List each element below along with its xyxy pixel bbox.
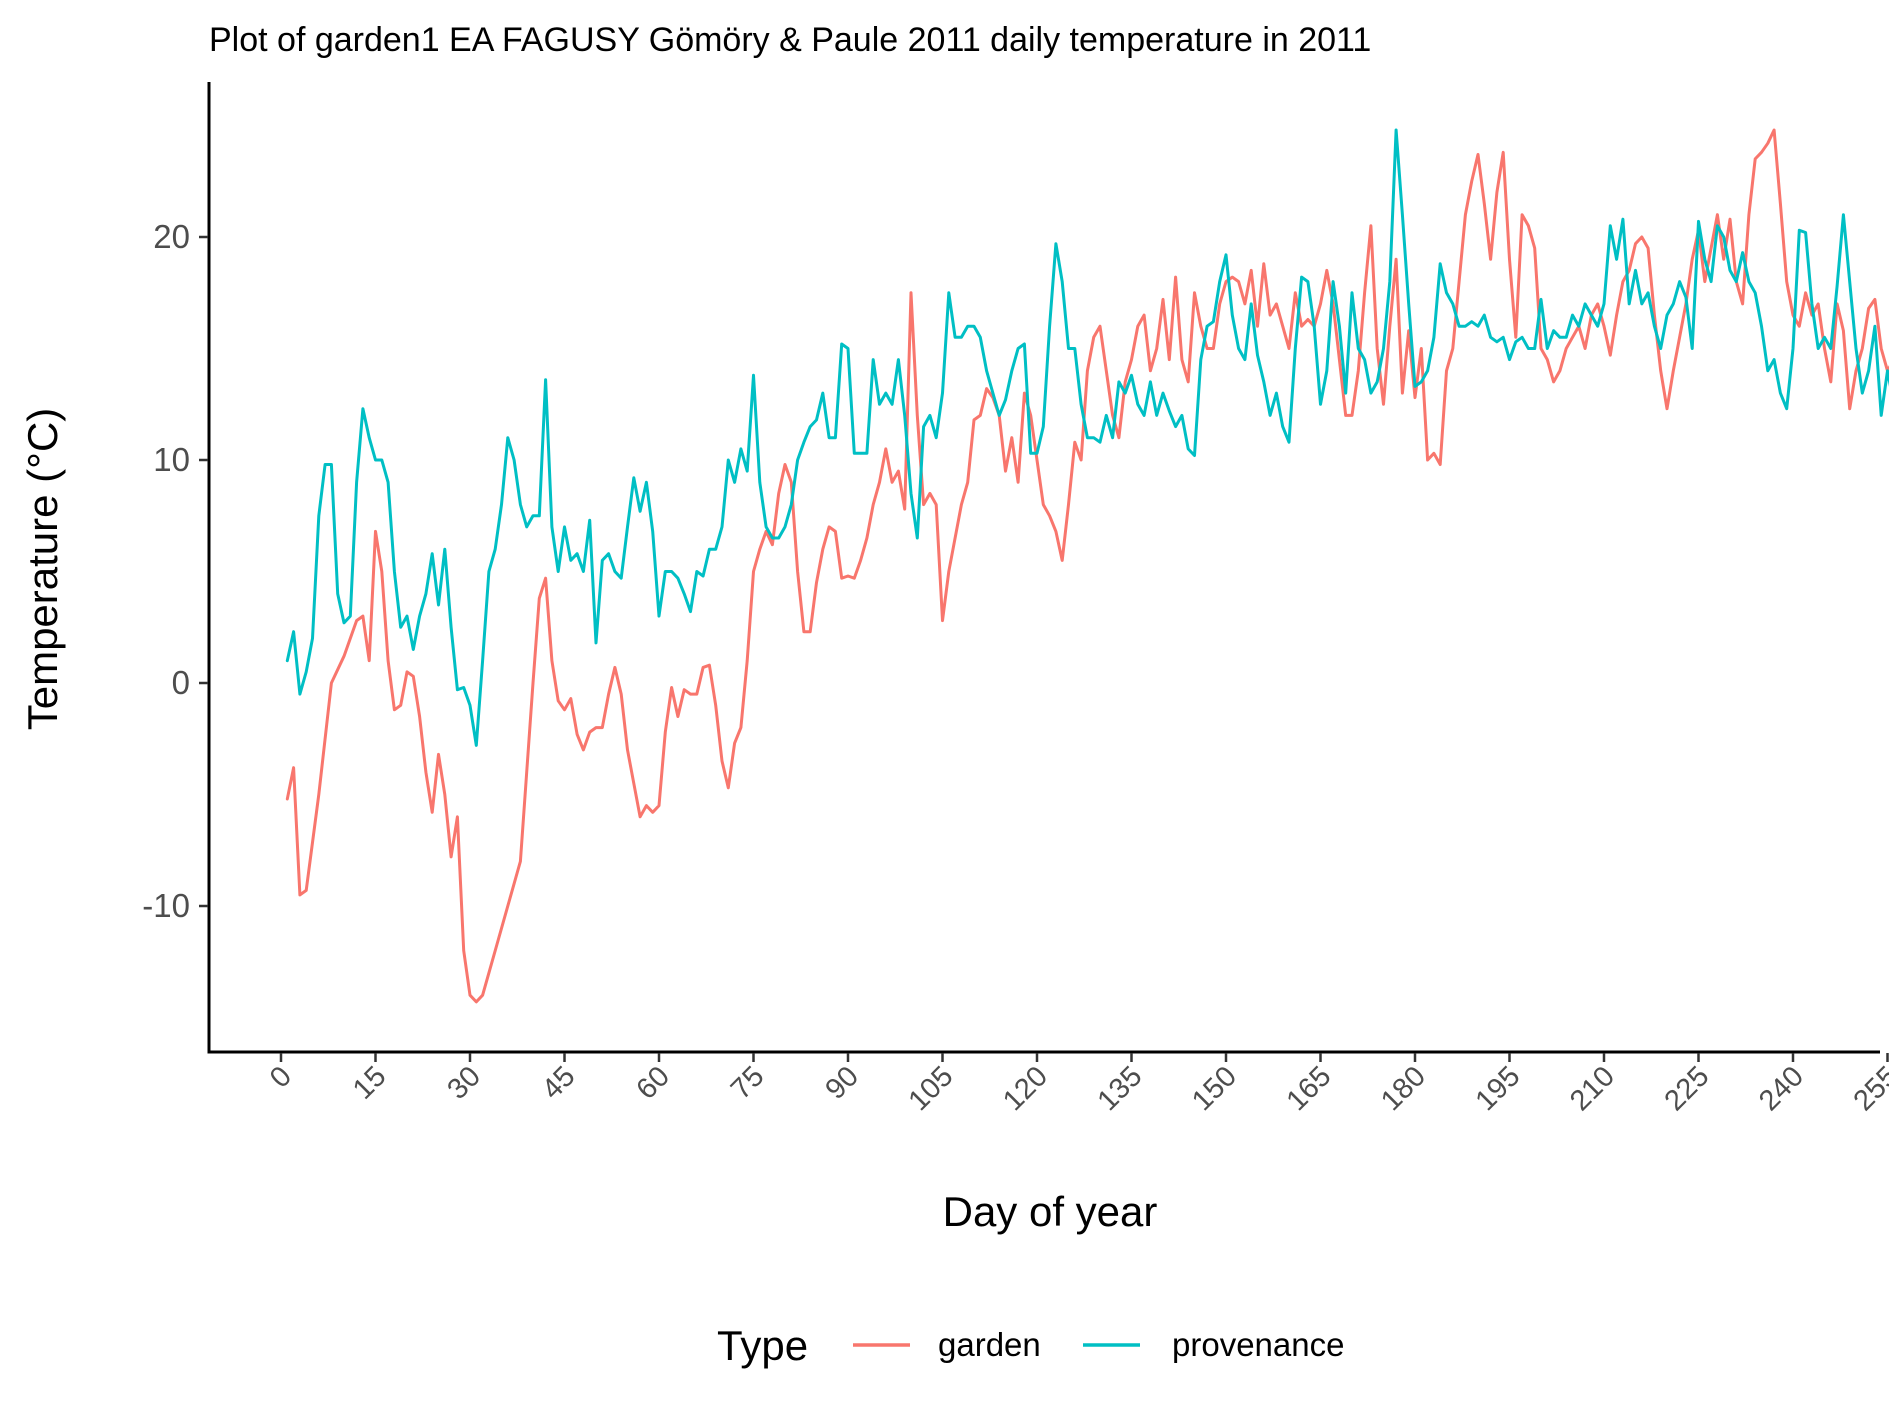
x-tick-label: 150 [1186,1060,1243,1117]
x-tick-label: 240 [1753,1060,1810,1117]
x-tick-label: 60 [631,1060,676,1105]
x-axis-title: Day of year [943,1188,1158,1235]
x-tick-label: 255 [1848,1060,1889,1117]
x-tick-label: 45 [536,1060,581,1105]
series-line-garden [285,128,1889,1004]
x-tick-label: 90 [820,1060,865,1105]
legend-label-garden: garden [938,1326,1041,1363]
x-tick-label: 195 [1470,1060,1527,1117]
y-tick-label: 0 [172,664,190,701]
x-tick-label: 165 [1281,1060,1338,1117]
plot-area: 0 15 30 45 60 75 90 105 120 135 150 165 180 195 210 225… [142,82,1889,1117]
legend-title: Type [717,1322,808,1369]
chart-title: Plot of garden1 EA FAGUSY Gömöry & Paule… [209,21,1371,59]
legend: Type garden provenance [717,1322,1344,1369]
y-tick-label: 10 [153,441,190,478]
x-tick-label: 225 [1659,1060,1716,1117]
x-tick-label: 135 [1092,1060,1149,1117]
x-tick-label: 0 [264,1060,298,1094]
x-tick-label: 75 [725,1060,770,1105]
x-axis-ticks: 0 15 30 45 60 75 90 105 120 135 150 165 180 195 210 225… [264,1053,1889,1117]
y-tick-label: -10 [142,887,190,924]
x-tick-label: 120 [997,1060,1054,1117]
x-tick-label: 15 [347,1060,392,1105]
y-tick-label: 20 [153,218,190,255]
x-tick-label: 180 [1375,1060,1432,1117]
x-tick-label: 30 [442,1060,487,1105]
legend-label-provenance: provenance [1172,1326,1344,1363]
series-line-provenance [285,128,1889,747]
y-axis-ticks: -10 0 10 20 [142,218,208,924]
x-tick-label: 105 [903,1060,960,1117]
y-axis-title: Temperature (°C) [19,408,66,731]
series-layer [285,128,1889,1004]
x-tick-label: 210 [1564,1060,1621,1117]
